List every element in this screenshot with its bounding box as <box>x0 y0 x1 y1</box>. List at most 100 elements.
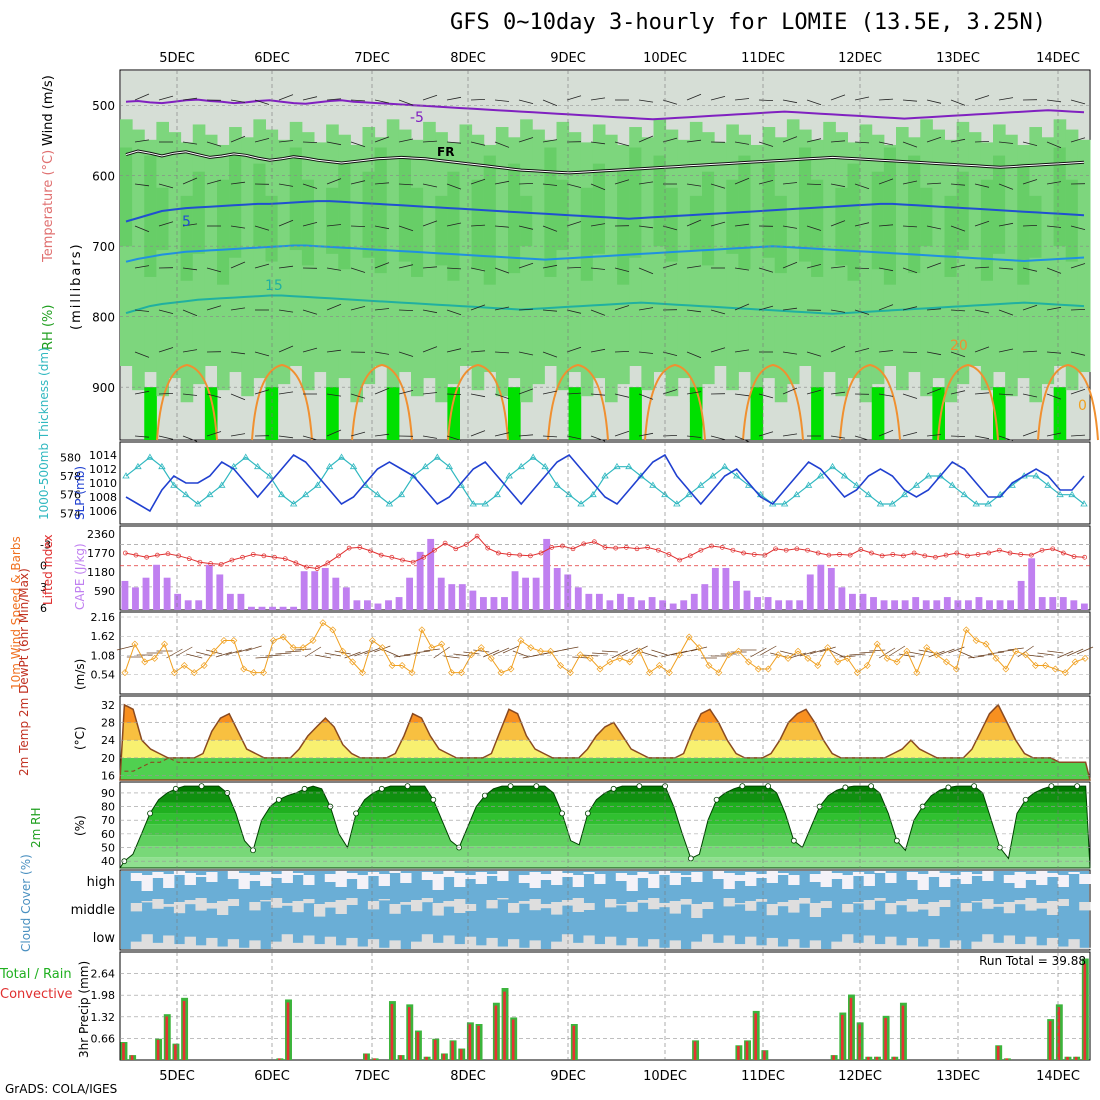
wind-barb <box>926 99 942 104</box>
cape-bar <box>290 606 298 610</box>
wind-barb <box>621 647 638 657</box>
wind-barb <box>662 351 678 356</box>
wind-barb <box>854 96 870 101</box>
wind-barb <box>483 649 500 658</box>
wind-speed-point <box>1041 661 1049 669</box>
li-line <box>125 535 1085 570</box>
precip-convective-bar <box>1066 1056 1069 1060</box>
wind-barb <box>295 648 312 651</box>
contour-label: 0 <box>1078 398 1087 414</box>
cloud-mid-gap <box>993 904 1005 907</box>
cape-bar <box>796 600 804 610</box>
rh-band-high <box>592 163 606 254</box>
precip-convective-bar <box>1083 963 1087 1060</box>
precip-convective-bar <box>745 1041 749 1060</box>
cloud-low-gap <box>799 947 811 949</box>
cloud-mid-gap <box>486 900 498 909</box>
cape-bar <box>501 597 508 610</box>
wind-barb <box>592 652 609 655</box>
rh-band-high <box>508 163 521 274</box>
cloud-high-gap <box>1025 874 1037 880</box>
cloud-mid-gap <box>615 904 628 906</box>
wind-barb <box>542 435 558 438</box>
li-point <box>922 553 928 559</box>
cloud-high-gap <box>249 875 261 881</box>
wind-barb <box>302 141 318 143</box>
y-tick-label: 1012 <box>89 463 117 476</box>
y-tick-label: 28 <box>101 717 115 730</box>
cloud-mid-gap <box>561 900 574 906</box>
wind-barb <box>734 267 750 271</box>
wind-barb <box>196 651 213 657</box>
cape-bar <box>300 571 308 610</box>
cloud-low-gap <box>551 941 563 949</box>
date-label-top: 5DEC <box>159 51 195 66</box>
wind-barb <box>1076 646 1094 655</box>
wind-barb <box>926 136 942 143</box>
cloud-high-gap <box>723 873 735 889</box>
thickness-point <box>313 481 322 488</box>
thickness-point <box>804 481 813 488</box>
cloud-low-gap <box>583 935 595 949</box>
rh-band-mid <box>495 127 509 397</box>
rh-band-peak <box>1053 387 1067 440</box>
rh-band-high <box>471 179 485 270</box>
wind-barb <box>176 646 193 657</box>
wind-speed-point <box>378 644 386 652</box>
wind-speed-point <box>715 669 723 677</box>
li-point <box>581 541 587 547</box>
cape-bar <box>764 597 772 610</box>
rh-band-high <box>520 195 533 247</box>
rh-band-peak <box>689 387 703 440</box>
date-label-bottom: 14DEC <box>1036 1069 1080 1084</box>
precip-convective-bar <box>165 1016 169 1060</box>
cloud-high-gap <box>163 874 175 888</box>
wind-barb <box>638 432 654 437</box>
cloud-low-gap <box>755 945 768 949</box>
wind-barb <box>302 96 318 101</box>
wind-speed-point <box>507 665 515 673</box>
wind-barb <box>230 351 246 355</box>
rh-band-mid <box>1005 134 1018 397</box>
cloud-low-gap <box>1079 947 1091 949</box>
wind-barb <box>398 99 414 106</box>
cloud-high-gap <box>615 873 628 881</box>
wind-barb <box>878 350 894 353</box>
thickness-point <box>780 500 789 507</box>
wind-barb <box>806 225 822 231</box>
wind-barb <box>542 264 558 269</box>
cloud-mid-gap <box>292 901 304 913</box>
wind-barb <box>614 267 630 272</box>
wind-speed-point <box>1012 647 1020 655</box>
cloud-low-gap <box>648 939 660 949</box>
cape-bar <box>237 593 245 610</box>
wind-barb <box>638 135 654 143</box>
wind-barb <box>463 651 480 655</box>
li-point <box>890 552 896 557</box>
wind-barb <box>710 435 726 440</box>
cloud-high-gap <box>400 873 412 883</box>
wind-barb <box>869 649 886 652</box>
li-point <box>997 547 1002 553</box>
li-point <box>528 553 533 559</box>
wind-barb <box>562 646 579 651</box>
wind-barb <box>512 650 529 658</box>
cloud-mid-gap <box>346 898 358 905</box>
wind-barb <box>686 139 702 143</box>
cloud-mid-gap <box>206 903 218 909</box>
precip-convective-bar <box>754 1013 757 1060</box>
cloud-mid-gap <box>324 902 337 908</box>
rh-band-high <box>1017 163 1030 285</box>
cloud-low-gap <box>184 936 196 949</box>
wind-barb <box>230 433 246 437</box>
rh-band-mid <box>968 132 982 366</box>
thickness-point <box>876 500 885 507</box>
li-point <box>655 547 661 553</box>
date-label-top: 11DEC <box>741 51 785 66</box>
wind-speed-point <box>537 647 545 655</box>
cloud-mid-gap <box>518 901 531 904</box>
contour-label: 20 <box>950 338 968 354</box>
date-label-bottom: 9DEC <box>550 1069 586 1084</box>
cape-bar <box>469 590 477 610</box>
cloud-mid-gap <box>648 898 660 910</box>
